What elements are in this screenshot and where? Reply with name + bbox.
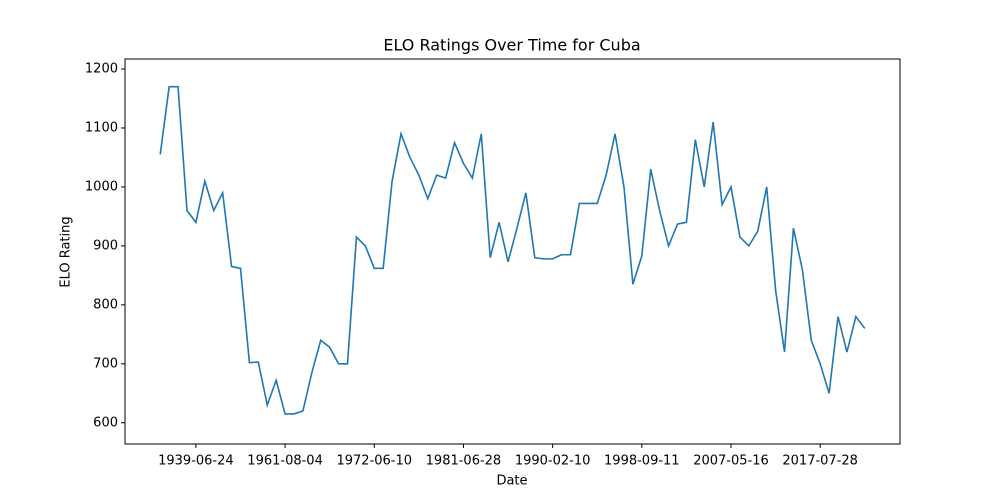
x-tick-label: 2017-07-28 xyxy=(782,454,858,469)
y-tick-label: 1000 xyxy=(85,179,118,194)
x-tick-label: 1981-06-28 xyxy=(426,454,502,469)
y-axis-label: ELO Rating xyxy=(59,216,74,287)
x-tick-label: 2007-05-16 xyxy=(693,454,769,469)
y-tick-label: 700 xyxy=(93,356,118,371)
data-line xyxy=(159,85,866,415)
y-tick-label: 800 xyxy=(93,297,118,312)
x-tick-label: 1990-02-10 xyxy=(515,454,591,469)
y-tick-label: 600 xyxy=(93,415,118,430)
y-tick-label: 1200 xyxy=(85,62,118,77)
y-tick-label: 900 xyxy=(93,238,118,253)
plot-frame xyxy=(124,58,901,445)
x-tick-label: 1998-09-11 xyxy=(604,454,680,469)
x-tick-label: 1961-08-04 xyxy=(247,454,323,469)
y-tick-label: 1100 xyxy=(85,120,118,135)
x-tick-label: 1939-06-24 xyxy=(158,454,234,469)
chart-title: ELO Ratings Over Time for Cuba xyxy=(383,36,640,55)
x-axis-label: Date xyxy=(496,474,527,489)
x-tick-label: 1972-06-10 xyxy=(336,454,412,469)
